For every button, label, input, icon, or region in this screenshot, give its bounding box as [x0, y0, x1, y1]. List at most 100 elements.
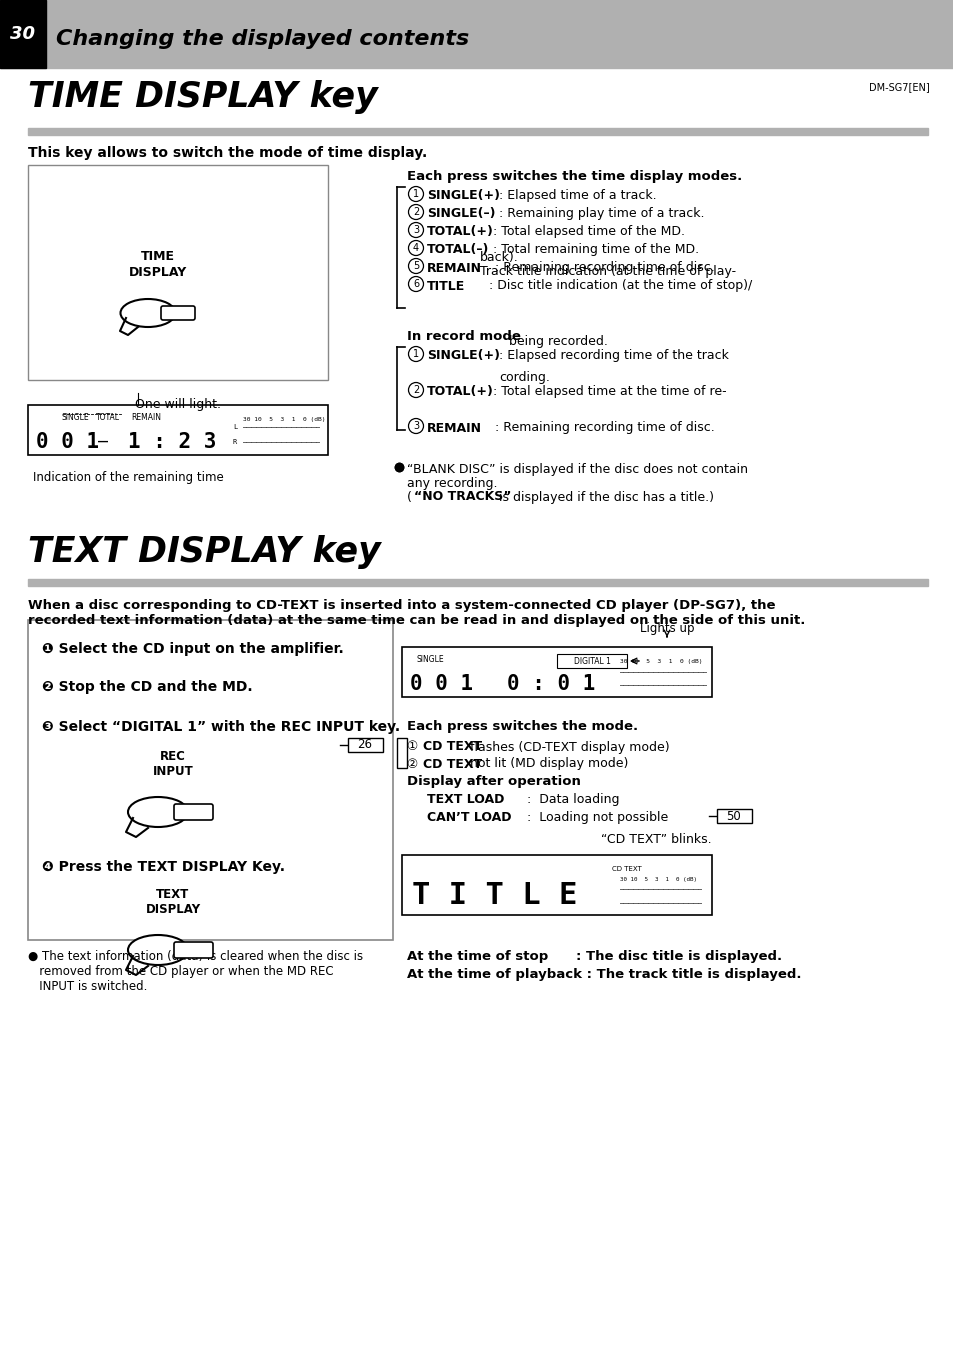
Text: (: ( — [407, 490, 412, 504]
Bar — [717, 809, 751, 823]
Text: INPUT is switched.: INPUT is switched. — [28, 979, 147, 993]
Text: SINGLE(+): SINGLE(+) — [427, 350, 499, 362]
Text: REC
INPUT: REC INPUT — [152, 750, 193, 778]
Bar — [348, 738, 382, 753]
Text: : Total elapsed time at the time of re-: : Total elapsed time at the time of re- — [489, 385, 726, 399]
Text: One will light.: One will light. — [135, 399, 221, 411]
Text: flashes (CD-TEXT display mode): flashes (CD-TEXT display mode) — [466, 740, 669, 754]
Text: CD TEXT: CD TEXT — [612, 866, 641, 871]
Text: : Remaining play time of a track.: : Remaining play time of a track. — [498, 208, 703, 220]
Text: “NO TRACKS”: “NO TRACKS” — [414, 490, 511, 504]
Bar — [401, 647, 711, 697]
Text: : Disc title indication (at the time of stop)/: : Disc title indication (at the time of … — [464, 280, 752, 293]
Text: : Total remaining time of the MD.: : Total remaining time of the MD. — [489, 243, 699, 257]
Text: ❹ Press the TEXT DISPLAY Key.: ❹ Press the TEXT DISPLAY Key. — [42, 861, 285, 874]
Text: 2: 2 — [413, 207, 418, 218]
Text: REMAIN: REMAIN — [427, 262, 481, 274]
Circle shape — [408, 186, 423, 201]
Text: T I T L E: T I T L E — [412, 881, 577, 909]
Text: 4: 4 — [413, 243, 418, 253]
Text: TIME
DISPLAY: TIME DISPLAY — [129, 250, 187, 280]
Text: REMAIN: REMAIN — [427, 422, 481, 435]
Text: 1: 1 — [413, 189, 418, 199]
Bar — [28, 405, 328, 455]
Text: 6: 6 — [413, 280, 418, 289]
Text: ❷ Stop the CD and the MD.: ❷ Stop the CD and the MD. — [42, 680, 253, 694]
Text: is displayed if the disc has a title.): is displayed if the disc has a title.) — [495, 490, 713, 504]
Text: 3: 3 — [413, 422, 418, 431]
Text: 30 10  5  3  1  0 (dB): 30 10 5 3 1 0 (dB) — [243, 417, 325, 423]
Text: TOTAL(–): TOTAL(–) — [427, 243, 489, 257]
Bar — [0, 0, 953, 68]
Text: CAN’T LOAD: CAN’T LOAD — [427, 811, 511, 824]
Text: : Remaining recording time of disc.: : Remaining recording time of disc. — [478, 262, 714, 274]
Text: ②: ② — [407, 758, 422, 770]
Text: Indication of the remaining time: Indication of the remaining time — [33, 471, 224, 484]
Text: recorded text information (data) at the same time can be read in and displayed o: recorded text information (data) at the … — [28, 613, 804, 627]
Text: TEXT DISPLAY key: TEXT DISPLAY key — [28, 535, 380, 569]
Text: 0 0 1: 0 0 1 — [36, 432, 99, 453]
Text: back).: back). — [479, 251, 518, 265]
Text: TITLE: TITLE — [427, 280, 465, 293]
Text: Lights up: Lights up — [639, 621, 694, 635]
Text: This key allows to switch the mode of time display.: This key allows to switch the mode of ti… — [28, 146, 427, 159]
Text: TIME DISPLAY key: TIME DISPLAY key — [28, 80, 377, 113]
Text: : Remaining recording time of disc.: : Remaining recording time of disc. — [478, 422, 714, 435]
Ellipse shape — [128, 935, 188, 965]
Text: removed from the CD player or when the MD REC: removed from the CD player or when the M… — [28, 965, 334, 978]
Text: :  Data loading: : Data loading — [526, 793, 618, 807]
Text: Each press switches the mode.: Each press switches the mode. — [407, 720, 638, 734]
Text: “BLANK DISC” is displayed if the disc does not contain: “BLANK DISC” is displayed if the disc do… — [407, 462, 747, 476]
Text: Changing the displayed contents: Changing the displayed contents — [56, 30, 469, 50]
FancyBboxPatch shape — [161, 305, 194, 320]
Bar — [28, 165, 328, 380]
Circle shape — [408, 204, 423, 219]
Text: being recorded.: being recorded. — [509, 335, 607, 349]
Text: :  Loading not possible: : Loading not possible — [526, 811, 667, 824]
Text: 50: 50 — [726, 809, 740, 823]
Text: TEXT
DISPLAY: TEXT DISPLAY — [145, 888, 200, 916]
Text: 1: 1 — [413, 349, 418, 359]
Circle shape — [408, 419, 423, 434]
Text: SINGLE(+): SINGLE(+) — [427, 189, 499, 203]
Text: 3: 3 — [413, 226, 418, 235]
Text: 30: 30 — [10, 26, 35, 43]
Text: 1 : 2 3: 1 : 2 3 — [128, 432, 216, 453]
Bar — [557, 654, 626, 667]
Text: SINGLE: SINGLE — [416, 654, 444, 663]
Bar — [28, 580, 927, 586]
Text: TOTAL(+): TOTAL(+) — [427, 385, 494, 399]
Text: R: R — [233, 439, 237, 444]
Text: When a disc corresponding to CD-TEXT is inserted into a system-connected CD play: When a disc corresponding to CD-TEXT is … — [28, 598, 775, 612]
Bar — [396, 738, 407, 767]
Text: Track title indication (at the time of play-: Track title indication (at the time of p… — [479, 266, 736, 278]
Circle shape — [408, 240, 423, 255]
Text: 30 10  5  3  1  0 (dB): 30 10 5 3 1 0 (dB) — [619, 877, 697, 881]
Bar — [0, 0, 46, 68]
Text: TEXT LOAD: TEXT LOAD — [427, 793, 504, 807]
Circle shape — [408, 346, 423, 362]
Text: 0 0 1: 0 0 1 — [410, 674, 473, 694]
Circle shape — [408, 258, 423, 273]
Text: Display after operation: Display after operation — [407, 775, 580, 788]
Text: DM-SG7[EN]: DM-SG7[EN] — [868, 82, 929, 92]
Circle shape — [408, 277, 423, 292]
Text: 2: 2 — [413, 385, 418, 394]
Text: TOTAL(+): TOTAL(+) — [427, 226, 494, 239]
Bar — [28, 620, 393, 940]
Text: CD TEXT: CD TEXT — [422, 740, 481, 754]
Text: TOTAL: TOTAL — [96, 413, 120, 423]
Text: : Elapsed recording time of the track: : Elapsed recording time of the track — [498, 350, 728, 362]
Text: CD TEXT: CD TEXT — [422, 758, 481, 770]
Ellipse shape — [128, 797, 188, 827]
Ellipse shape — [120, 299, 175, 327]
Text: At the time of stop      : The disc title is displayed.: At the time of stop : The disc title is … — [407, 950, 781, 963]
Text: REMAIN: REMAIN — [131, 413, 161, 423]
Text: “CD TEXT” blinks.: “CD TEXT” blinks. — [600, 834, 711, 846]
Text: SINGLE(–): SINGLE(–) — [427, 208, 495, 220]
Bar — [28, 128, 927, 135]
Text: 26: 26 — [357, 739, 372, 751]
Text: 5: 5 — [413, 261, 418, 272]
Text: ❶ Select the CD input on the amplifier.: ❶ Select the CD input on the amplifier. — [42, 642, 343, 657]
Text: : Elapsed time of a track.: : Elapsed time of a track. — [498, 189, 656, 203]
